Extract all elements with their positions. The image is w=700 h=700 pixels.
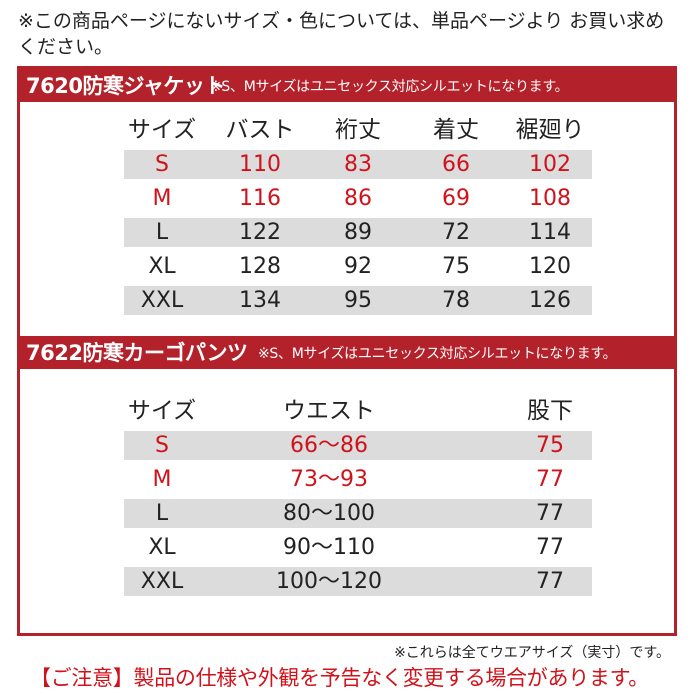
column-header: 裾廻り — [515, 117, 585, 143]
jacket-title: 7620防寒ジャケット — [26, 74, 225, 98]
value-cell: 66〜86 — [290, 433, 368, 458]
column-header: バスト — [225, 117, 295, 143]
value-cell: 110 — [239, 152, 281, 177]
size-cell: S — [155, 152, 169, 177]
size-cell: XXL — [140, 569, 184, 594]
column-header: 裄丈 — [335, 117, 381, 143]
value-cell: 77 — [536, 501, 564, 526]
column-header: 着丈 — [433, 117, 479, 143]
size-cell: XXL — [140, 288, 184, 313]
column-header: サイズ — [127, 117, 197, 143]
size-cell: S — [155, 433, 169, 458]
value-cell: 77 — [536, 467, 564, 492]
column-header: ウエスト — [283, 398, 375, 424]
value-cell: 69 — [442, 186, 470, 211]
value-cell: 77 — [536, 535, 564, 560]
jacket-header: 7620防寒ジャケット ※S、Mサイズはユニセックス対応シルエットになります。 — [20, 69, 674, 102]
pants-note: ※S、Mサイズはユニセックス対応シルエットになります。 — [258, 346, 617, 362]
table-row: L 122 89 72 114 — [124, 218, 592, 247]
column-header: サイズ — [127, 398, 197, 424]
table-row: XXL 100〜120 77 — [124, 567, 592, 596]
table-row: L 80〜100 77 — [124, 499, 592, 528]
value-cell: 102 — [529, 152, 571, 177]
measurement-note: ※これらは全てウエアサイズ（実寸）です。 — [394, 645, 670, 661]
table-row: M 73〜93 77 — [124, 465, 592, 494]
value-cell: 128 — [239, 254, 281, 279]
value-cell: 120 — [529, 254, 571, 279]
table-row: XL 128 92 75 120 — [124, 252, 592, 281]
size-chart-frame: 7620防寒ジャケット ※S、Mサイズはユニセックス対応シルエットになります。 … — [17, 66, 677, 636]
jacket-note: ※S、Mサイズはユニセックス対応シルエットになります。 — [210, 79, 569, 95]
table-header-row: サイズ バスト 裄丈 着丈 裾廻り — [124, 116, 592, 145]
size-cell: XL — [148, 254, 176, 279]
value-cell: 72 — [442, 220, 470, 245]
value-cell: 83 — [344, 152, 372, 177]
size-cell: M — [152, 186, 172, 211]
table-row: XXL 134 95 78 126 — [124, 286, 592, 315]
table-row: S 66〜86 75 — [124, 431, 592, 460]
value-cell: 108 — [529, 186, 571, 211]
value-cell: 134 — [239, 288, 281, 313]
size-cell: L — [155, 501, 169, 526]
value-cell: 89 — [344, 220, 372, 245]
table-row: M 116 86 69 108 — [124, 184, 592, 213]
table-row: S 110 83 66 102 — [124, 150, 592, 179]
value-cell: 92 — [344, 254, 372, 279]
size-cell: XL — [148, 535, 176, 560]
pants-header: 7622防寒カーゴパンツ ※S、Mサイズはユニセックス対応シルエットになります。 — [20, 336, 674, 369]
value-cell: 86 — [344, 186, 372, 211]
value-cell: 116 — [239, 186, 281, 211]
value-cell: 66 — [442, 152, 470, 177]
column-header: 股下 — [527, 398, 573, 424]
top-note: ※この商品ページにないサイズ・色については、単品ページより お買い求めください。 — [18, 10, 665, 58]
value-cell: 122 — [239, 220, 281, 245]
value-cell: 90〜110 — [283, 535, 375, 560]
size-cell: L — [155, 220, 169, 245]
value-cell: 95 — [344, 288, 372, 313]
caution-text: 【ご注意】製品の仕様や外観を予告なく変更する場合があります。 — [30, 666, 649, 690]
value-cell: 114 — [529, 220, 571, 245]
value-cell: 75 — [536, 433, 564, 458]
size-cell: M — [152, 467, 172, 492]
pants-title: 7622防寒カーゴパンツ — [26, 341, 248, 365]
value-cell: 78 — [442, 288, 470, 313]
value-cell: 73〜93 — [290, 467, 368, 492]
table-row: XL 90〜110 77 — [124, 533, 592, 562]
value-cell: 126 — [529, 288, 571, 313]
value-cell: 75 — [442, 254, 470, 279]
table-header-row: サイズ ウエスト 股下 — [124, 397, 592, 426]
value-cell: 77 — [536, 569, 564, 594]
value-cell: 100〜120 — [276, 569, 382, 594]
value-cell: 80〜100 — [283, 501, 375, 526]
